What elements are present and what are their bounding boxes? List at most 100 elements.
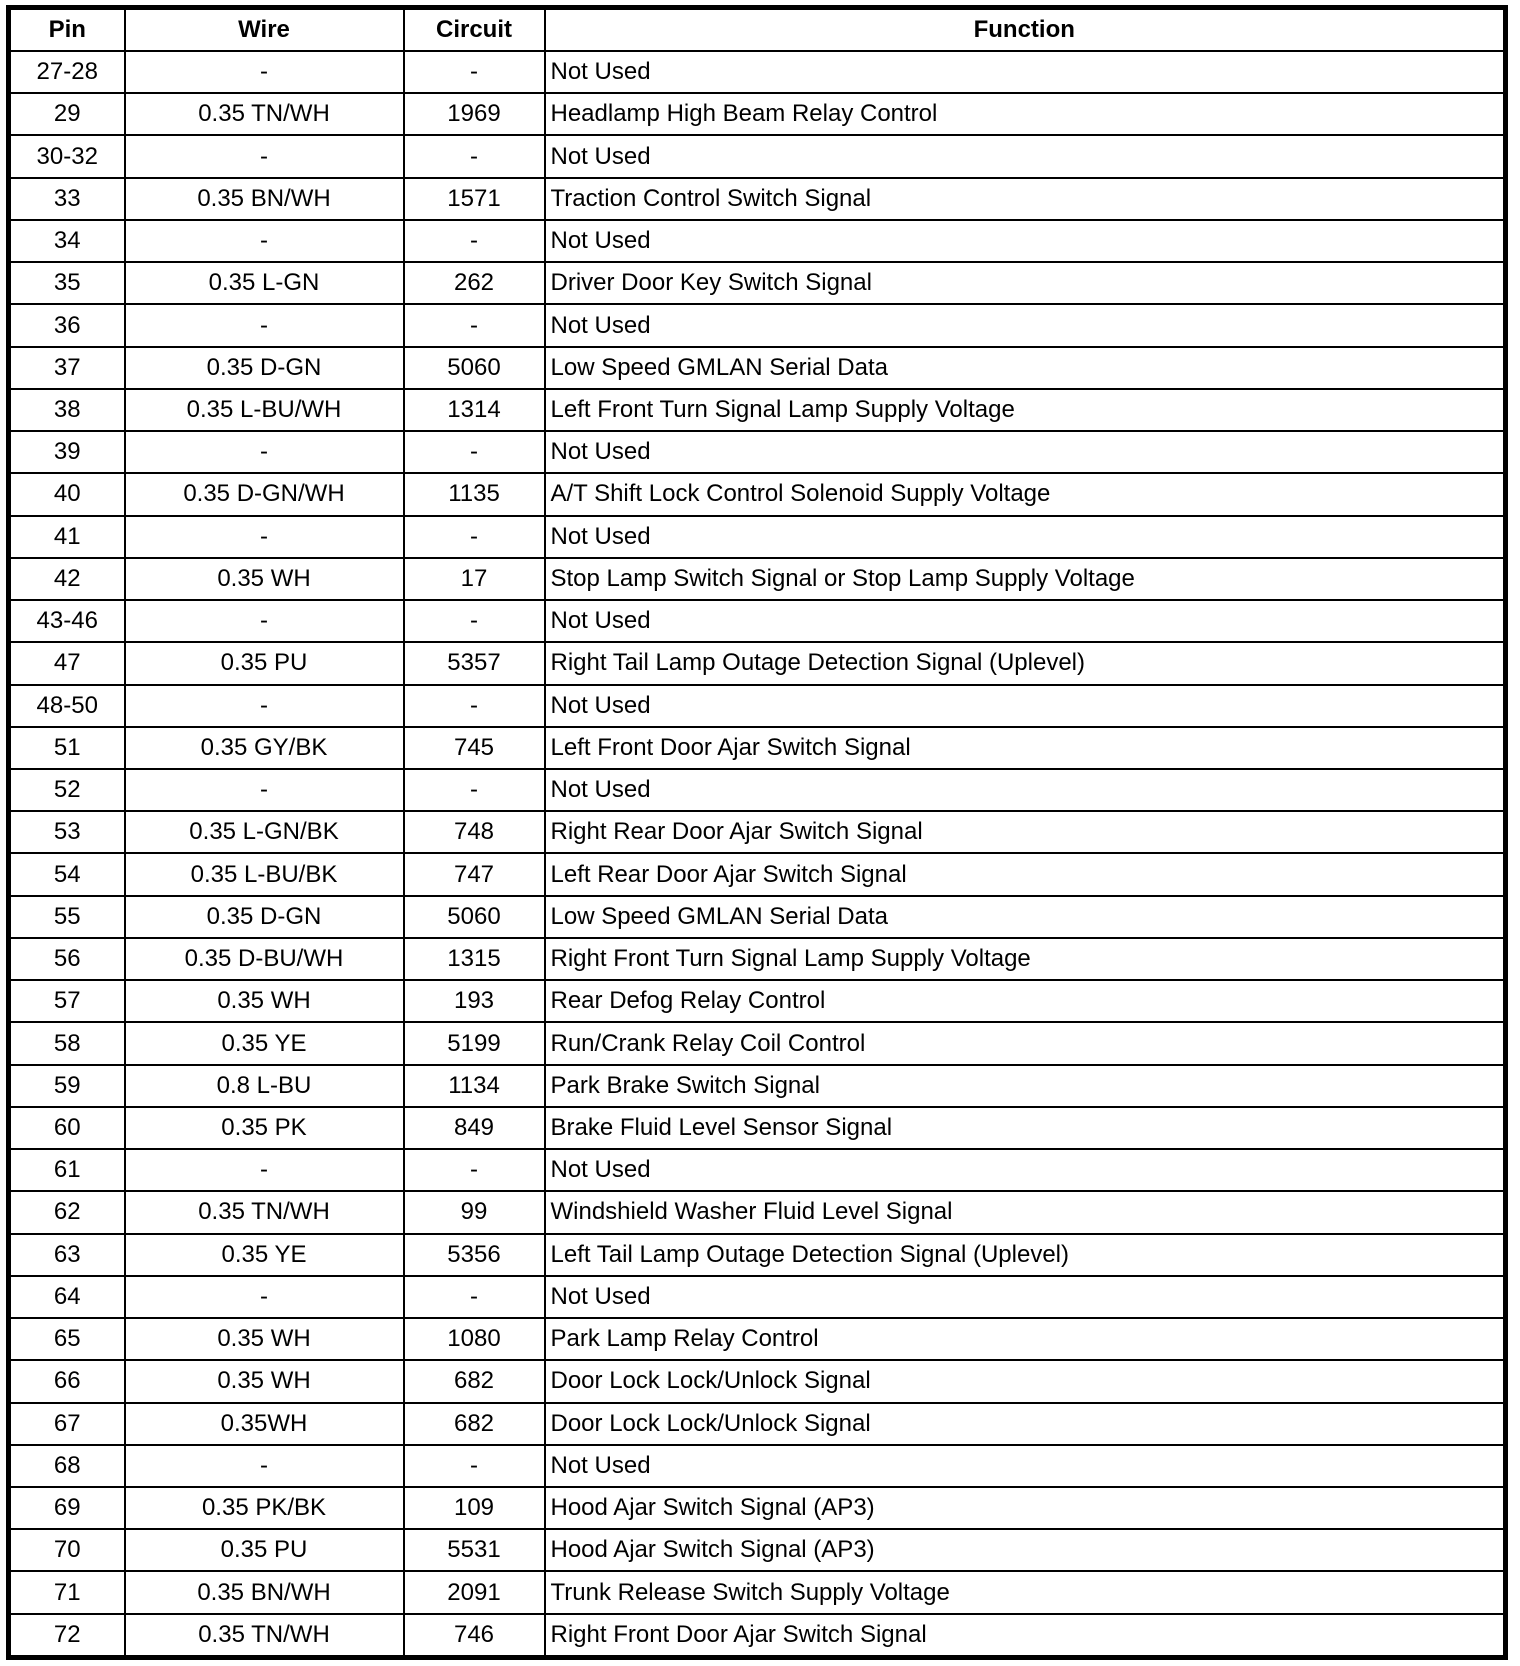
function-cell: Brake Fluid Level Sensor Signal [543, 1105, 1507, 1151]
wire-cell: 0.35 PK/BK [123, 1485, 405, 1531]
table-row: 72 0.35 TN/WH 746 Right Front Door Ajar Swi… [7, 1612, 1507, 1659]
table-row: 39- - Not Used [7, 430, 1507, 475]
circuit-cell: 1315 [402, 936, 546, 982]
header-function: Function [543, 6, 1507, 52]
pin-cell: 69 [7, 1485, 126, 1531]
circuit-cell: 17 [402, 556, 546, 602]
table-row: 58 0.35 YE 5199 Run/Crank Relay Coil Contro… [7, 1021, 1507, 1066]
pin-cell: 41 [7, 514, 126, 559]
wire-cell: - [123, 514, 405, 559]
wire-cell: - [123, 767, 405, 813]
wire-cell: 0.35 BN/WH [123, 1570, 405, 1615]
circuit-cell: 99 [402, 1190, 546, 1235]
table-row: 38 0.35 L-BU/WH 1314 Left Front Turn Signal… [7, 387, 1507, 433]
circuit-cell: - [402, 1443, 546, 1488]
circuit-cell: 682 [402, 1359, 546, 1404]
table-row: 69 0.35 PK/BK 109 Hood Ajar Switch Signal (… [7, 1485, 1507, 1531]
function-cell: Windshield Washer Fluid Level Signal [543, 1190, 1507, 1235]
circuit-cell: 5199 [402, 1021, 546, 1066]
function-cell: Door Lock Lock/Unlock Signal [543, 1359, 1507, 1404]
wire-cell: 0.35 D-GN/WH [123, 472, 405, 517]
pin-cell: 27-28 [7, 49, 126, 95]
circuit-cell: 682 [402, 1401, 546, 1446]
wire-cell: - [123, 683, 405, 728]
function-cell: Not Used [543, 134, 1507, 179]
wire-cell: 0.35 WH [123, 1359, 405, 1404]
circuit-cell: - [402, 1274, 546, 1320]
function-cell: Door Lock Lock/Unlock Signal [543, 1401, 1507, 1446]
pin-cell: 42 [7, 556, 126, 602]
table-row: 52- - Not Used [7, 767, 1507, 813]
wire-cell: - [123, 49, 405, 95]
table-row: 55 0.35 D-GN 5060 Low Speed GMLAN Serial Da… [7, 894, 1507, 939]
circuit-cell: 262 [402, 261, 546, 306]
circuit-cell: 5357 [402, 641, 546, 686]
wire-cell: - [123, 1148, 405, 1193]
function-cell: Not Used [543, 1443, 1507, 1488]
function-cell: Traction Control Switch Signal [543, 176, 1507, 221]
function-cell: Right Front Turn Signal Lamp Supply Volt… [543, 936, 1507, 982]
table-row: 42 0.35 WH 17 Stop Lamp Switch Signal or St… [7, 556, 1507, 602]
table-row: 54 0.35 L-BU/BK 747 Left Rear Door Ajar Swi… [7, 852, 1507, 897]
circuit-cell: - [402, 303, 546, 348]
circuit-cell: 1135 [402, 472, 546, 517]
table-row: 36- - Not Used [7, 303, 1507, 348]
wire-cell: 0.35 L-BU/BK [123, 852, 405, 897]
wire-cell: - [123, 599, 405, 644]
pin-cell: 54 [7, 852, 126, 897]
table-row: 63 0.35 YE 5356 Left Tail Lamp Outage Detec… [7, 1232, 1507, 1277]
wire-cell: - [123, 134, 405, 179]
function-cell: Left Rear Door Ajar Switch Signal [543, 852, 1507, 897]
table-row: 59 0.8 L-BU 1134 Park Brake Switch Signal [7, 1063, 1507, 1108]
wire-cell: 0.35 L-GN/BK [123, 810, 405, 855]
circuit-cell: 1571 [402, 176, 546, 221]
table-row: 51 0.35 GY/BK 745 Left Front Door Ajar Swit… [7, 725, 1507, 770]
function-cell: Low Speed GMLAN Serial Data [543, 345, 1507, 390]
circuit-cell: - [402, 218, 546, 264]
pin-cell: 66 [7, 1359, 126, 1404]
table-row: 57 0.35 WH 193 Rear Defog Relay Control [7, 979, 1507, 1024]
circuit-cell: - [402, 767, 546, 813]
circuit-cell: 1080 [402, 1317, 546, 1362]
circuit-cell: - [402, 134, 546, 179]
wire-cell: 0.35 PU [123, 641, 405, 686]
pin-cell: 71 [7, 1570, 126, 1615]
function-cell: Not Used [543, 1148, 1507, 1193]
function-cell: Hood Ajar Switch Signal (AP3) [543, 1528, 1507, 1573]
wire-cell: 0.35 BN/WH [123, 176, 405, 221]
pin-cell: 56 [7, 936, 126, 982]
function-cell: Left Front Door Ajar Switch Signal [543, 725, 1507, 770]
pin-cell: 67 [7, 1401, 126, 1446]
function-cell: Trunk Release Switch Supply Voltage [543, 1570, 1507, 1615]
circuit-cell: - [402, 1148, 546, 1193]
table-row: 47 0.35 PU 5357 Right Tail Lamp Outage Dete… [7, 641, 1507, 686]
function-cell: Not Used [543, 767, 1507, 813]
pin-cell: 52 [7, 767, 126, 813]
wire-cell: 0.35 WH [123, 979, 405, 1024]
circuit-cell: - [402, 430, 546, 475]
pin-cell: 64 [7, 1274, 126, 1320]
pin-cell: 59 [7, 1063, 126, 1108]
pinout-table: Pin Wire Circuit Function 27-28- - Not Use… [6, 5, 1508, 1660]
table-row: 53 0.35 L-GN/BK 748 Right Rear Door Ajar Sw… [7, 810, 1507, 855]
circuit-cell: 5060 [402, 345, 546, 390]
table-row: 67 0.35WH 682 Door Lock Lock/Unlock Signal [7, 1401, 1507, 1446]
wire-cell: - [123, 1274, 405, 1320]
function-cell: Left Tail Lamp Outage Detection Signal (… [543, 1232, 1507, 1277]
wire-cell: 0.35 PK [123, 1105, 405, 1151]
function-cell: Driver Door Key Switch Signal [543, 261, 1507, 306]
table-row: 29 0.35 TN/WH 1969 Headlamp High Beam Relay… [7, 92, 1507, 137]
wire-cell: 0.35 D-GN [123, 345, 405, 390]
function-cell: Park Lamp Relay Control [543, 1317, 1507, 1362]
table-row: 27-28- - Not Used [7, 49, 1507, 95]
function-cell: Not Used [543, 683, 1507, 728]
table-row: 56 0.35 D-BU/WH 1315 Right Front Turn Signa… [7, 936, 1507, 982]
pin-cell: 53 [7, 810, 126, 855]
pin-cell: 36 [7, 303, 126, 348]
circuit-cell: 109 [402, 1485, 546, 1531]
circuit-cell: 748 [402, 810, 546, 855]
table-row: 68- - Not Used [7, 1443, 1507, 1488]
function-cell: A/T Shift Lock Control Solenoid Supply V… [543, 472, 1507, 517]
pin-cell: 63 [7, 1232, 126, 1277]
circuit-cell: 747 [402, 852, 546, 897]
